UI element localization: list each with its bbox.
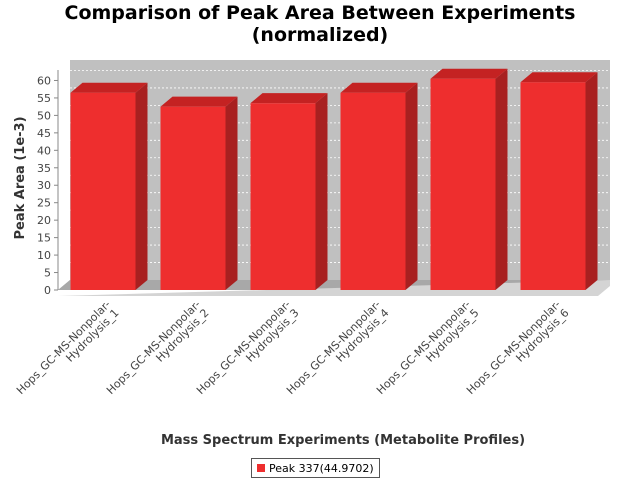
bar-side: [495, 68, 508, 290]
y-tick-label: 20: [37, 214, 51, 227]
x-tick-label-line: Hops_GC-MS-Nonpolar-: [374, 298, 473, 397]
bar-top: [160, 96, 238, 107]
bar-side: [585, 72, 598, 290]
y-axis: 0 5 10 15 20 25 30 35 40 45 50 55 60: [37, 70, 59, 297]
gridlines: [70, 70, 610, 263]
bar: [250, 93, 328, 290]
chart-title-line-1: Comparison of Peak Area Between Experime…: [64, 2, 576, 24]
y-tick-label: 15: [37, 232, 51, 245]
bar-front: [70, 92, 136, 290]
y-tick-label: 50: [37, 109, 51, 122]
chart-title: Comparison of Peak Area Between Experime…: [0, 2, 640, 46]
chart-title-line-2: (normalized): [251, 24, 389, 46]
y-tick-label: 25: [37, 197, 51, 210]
y-axis-title: Peak Area (1e-3): [13, 116, 28, 239]
legend: Peak 337(44.9702): [251, 458, 380, 478]
y-tick-label: 60: [37, 74, 51, 87]
y-tick-label: 5: [44, 267, 51, 280]
bar-top: [340, 82, 418, 93]
legend-swatch: [257, 464, 265, 472]
bar-side: [225, 96, 238, 291]
y-tick-label: 55: [37, 92, 51, 105]
y-tick-label: 45: [37, 127, 51, 140]
bar-front: [160, 106, 226, 291]
bar-front: [520, 82, 586, 290]
bar-front: [430, 78, 496, 290]
x-tick-label-line: Hops_GC-MS-Nonpolar-: [464, 298, 563, 397]
y-tick-label: 10: [37, 249, 51, 262]
x-axis-title: Mass Spectrum Experiments (Metabolite Pr…: [161, 433, 525, 448]
y-tick-label: 0: [44, 284, 51, 297]
y-tick-label: 30: [37, 179, 51, 192]
bar-side: [405, 82, 418, 290]
y-tick-label: 40: [37, 144, 51, 157]
bar: [340, 82, 418, 290]
x-tick-label-line: Hops_GC-MS-Nonpolar-: [104, 298, 203, 397]
x-tick-label-line: Hops_GC-MS-Nonpolar-: [284, 298, 383, 397]
bar: [520, 72, 598, 290]
bar-top: [70, 82, 148, 93]
x-tick-label-line: Hops_GC-MS-Nonpolar-: [194, 298, 293, 397]
bar-side: [315, 93, 328, 290]
bar: [160, 96, 238, 291]
x-tick-label-line: Hops_GC-MS-Nonpolar-: [14, 298, 113, 397]
bar-side: [135, 82, 148, 290]
bars: [70, 68, 598, 291]
bar: [70, 82, 148, 290]
bar-front: [340, 92, 406, 290]
x-axis: Hops_GC-MS-Nonpolar-Hydrolysis_1Hops_GC-…: [14, 298, 572, 406]
bar-top: [250, 93, 328, 104]
y-tick-label: 35: [37, 162, 51, 175]
legend-label: Peak 337(44.9702): [269, 461, 374, 475]
bar-top: [430, 68, 508, 79]
bar-top: [520, 72, 598, 83]
bar-front: [250, 103, 316, 290]
bar: [430, 68, 508, 290]
x-tick-label: Hops_GC-MS-Nonpolar-Hydrolysis_6: [464, 298, 572, 406]
